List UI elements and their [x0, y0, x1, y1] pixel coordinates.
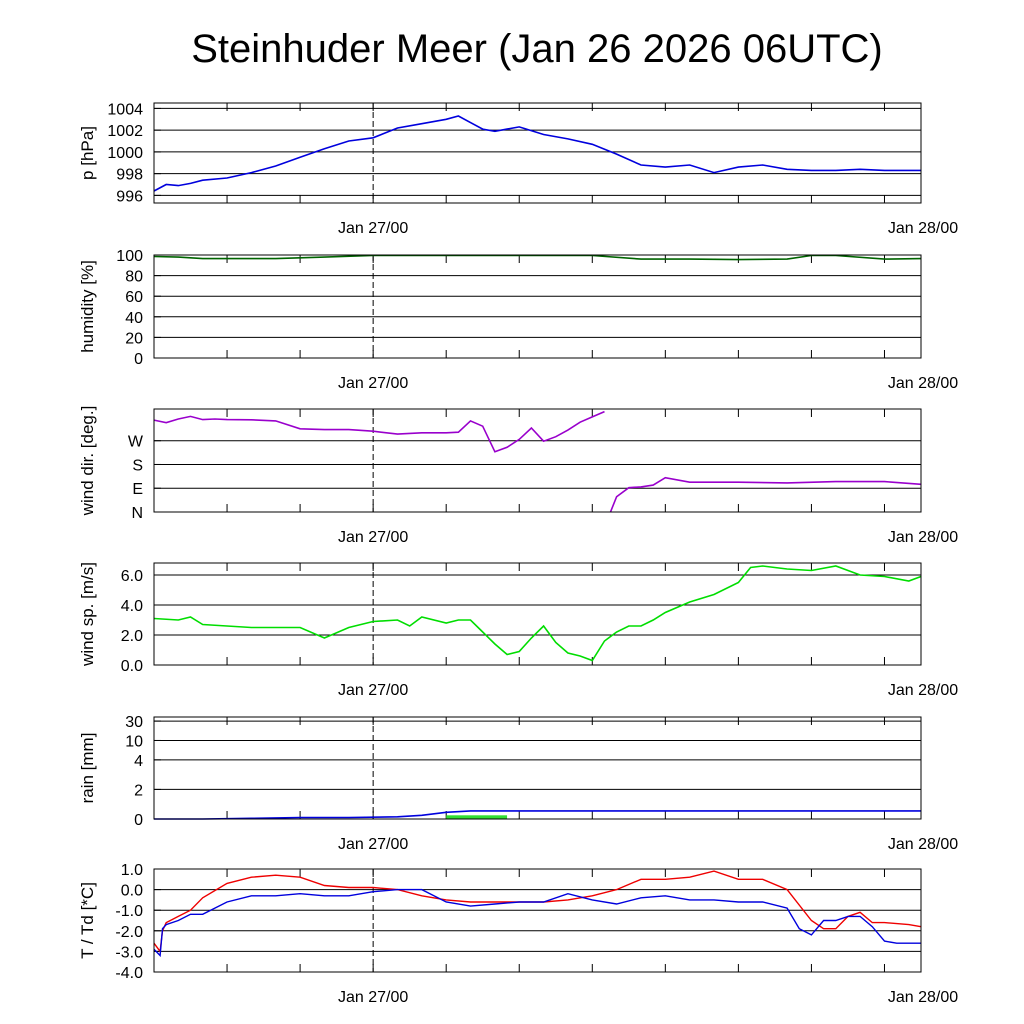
- y-tick-label: 4.0: [121, 598, 143, 615]
- y-tick-label: 998: [116, 167, 143, 184]
- y-tick-label: N: [131, 505, 143, 522]
- chart-title: Steinhuder Meer (Jan 26 2026 06UTC): [191, 27, 882, 71]
- x-tick-label: Jan 28/00: [888, 220, 958, 237]
- y-tick-label: 1.0: [121, 862, 143, 879]
- x-tick-label: Jan 28/00: [888, 529, 958, 546]
- y-tick-label: 4: [134, 753, 143, 770]
- panel-frame: [153, 716, 922, 820]
- panel-temperature_dewpoint: -4.0 -3.0 -2.0 -1.0 0.0 1.0 T / Td [*C] Jan 27/…: [78, 862, 958, 1006]
- y-tick-label: 10: [125, 733, 143, 750]
- series-line-wind_speed: [153, 565, 922, 662]
- y-tick-label: 0.0: [121, 883, 143, 900]
- y-tick-label: E: [132, 481, 143, 498]
- y-axis-label: humidity [%]: [78, 260, 97, 353]
- x-tick-label: Jan 27/00: [338, 836, 408, 853]
- y-tick-label: 0: [134, 812, 143, 829]
- x-tick-label: Jan 27/00: [338, 375, 408, 392]
- wind-direction-line: [153, 410, 605, 453]
- y-axis-label: T / Td [*C]: [78, 882, 97, 959]
- y-tick-label: 0.0: [121, 658, 143, 675]
- series-line-humidity: [153, 254, 922, 261]
- wind-direction-line: [609, 476, 922, 513]
- y-tick-label: -1.0: [115, 903, 143, 920]
- y-tick-label: 996: [116, 188, 143, 205]
- panel-pressure: 996 998 1000 1002 1004 p [hPa] Jan 27/00 Jan 28…: [78, 101, 958, 237]
- rain-bar: [446, 815, 508, 819]
- panel-rain: 0 2 4 10 30 rain [mm] Jan 27/00 Jan 28/00: [78, 714, 958, 853]
- x-tick-label: Jan 28/00: [888, 989, 958, 1006]
- y-axis-label: p [hPa]: [78, 126, 97, 180]
- x-tick-label: Jan 27/00: [338, 529, 408, 546]
- y-tick-label: 1004: [107, 101, 143, 118]
- y-axis-label: wind sp. [m/s]: [78, 562, 97, 667]
- y-tick-label: 60: [125, 289, 143, 306]
- x-tick-label: Jan 27/00: [338, 682, 408, 699]
- y-tick-label: 0: [134, 351, 143, 368]
- y-tick-label: 1000: [107, 145, 143, 162]
- y-tick-label: S: [132, 457, 143, 474]
- panel-wind_speed: 0.0 2.0 4.0 6.0 wind sp. [m/s] Jan 27/00 Jan 2…: [78, 562, 958, 699]
- panel-humidity: 0 20 40 60 80 100 humidity [%] Jan 27/00 Jan 28/…: [78, 248, 958, 392]
- y-axis-label: rain [mm]: [78, 733, 97, 804]
- y-tick-label: 1002: [107, 123, 143, 140]
- y-tick-label: 40: [125, 310, 143, 327]
- series-line-pressure: [153, 115, 921, 192]
- panel-frame: [153, 562, 922, 666]
- y-tick-label: 6.0: [121, 568, 143, 585]
- x-tick-label: Jan 28/00: [888, 682, 958, 699]
- x-tick-label: Jan 28/00: [888, 836, 958, 853]
- y-tick-label: 2.0: [121, 628, 143, 645]
- y-tick-label: 20: [125, 330, 143, 347]
- series-line-t: [153, 870, 922, 954]
- y-tick-label: 2: [134, 782, 143, 799]
- y-tick-label: W: [128, 434, 144, 451]
- y-tick-label: -2.0: [115, 924, 143, 941]
- y-tick-label: -3.0: [115, 944, 143, 961]
- x-tick-label: Jan 27/00: [338, 220, 408, 237]
- y-tick-label: 80: [125, 269, 143, 286]
- panel-frame: [153, 102, 922, 204]
- panel-frame: [153, 254, 922, 359]
- y-tick-label: 30: [125, 714, 143, 731]
- y-axis-label: wind dir. [deg.]: [78, 406, 97, 517]
- x-tick-label: Jan 28/00: [888, 375, 958, 392]
- x-tick-label: Jan 27/00: [338, 989, 408, 1006]
- rain-accumulated-line: [154, 810, 921, 820]
- y-tick-label: 100: [116, 248, 143, 265]
- panel-frame: [153, 408, 922, 513]
- panel-frame: [153, 868, 922, 973]
- y-tick-label: -4.0: [115, 965, 143, 982]
- series-line-td: [153, 888, 921, 958]
